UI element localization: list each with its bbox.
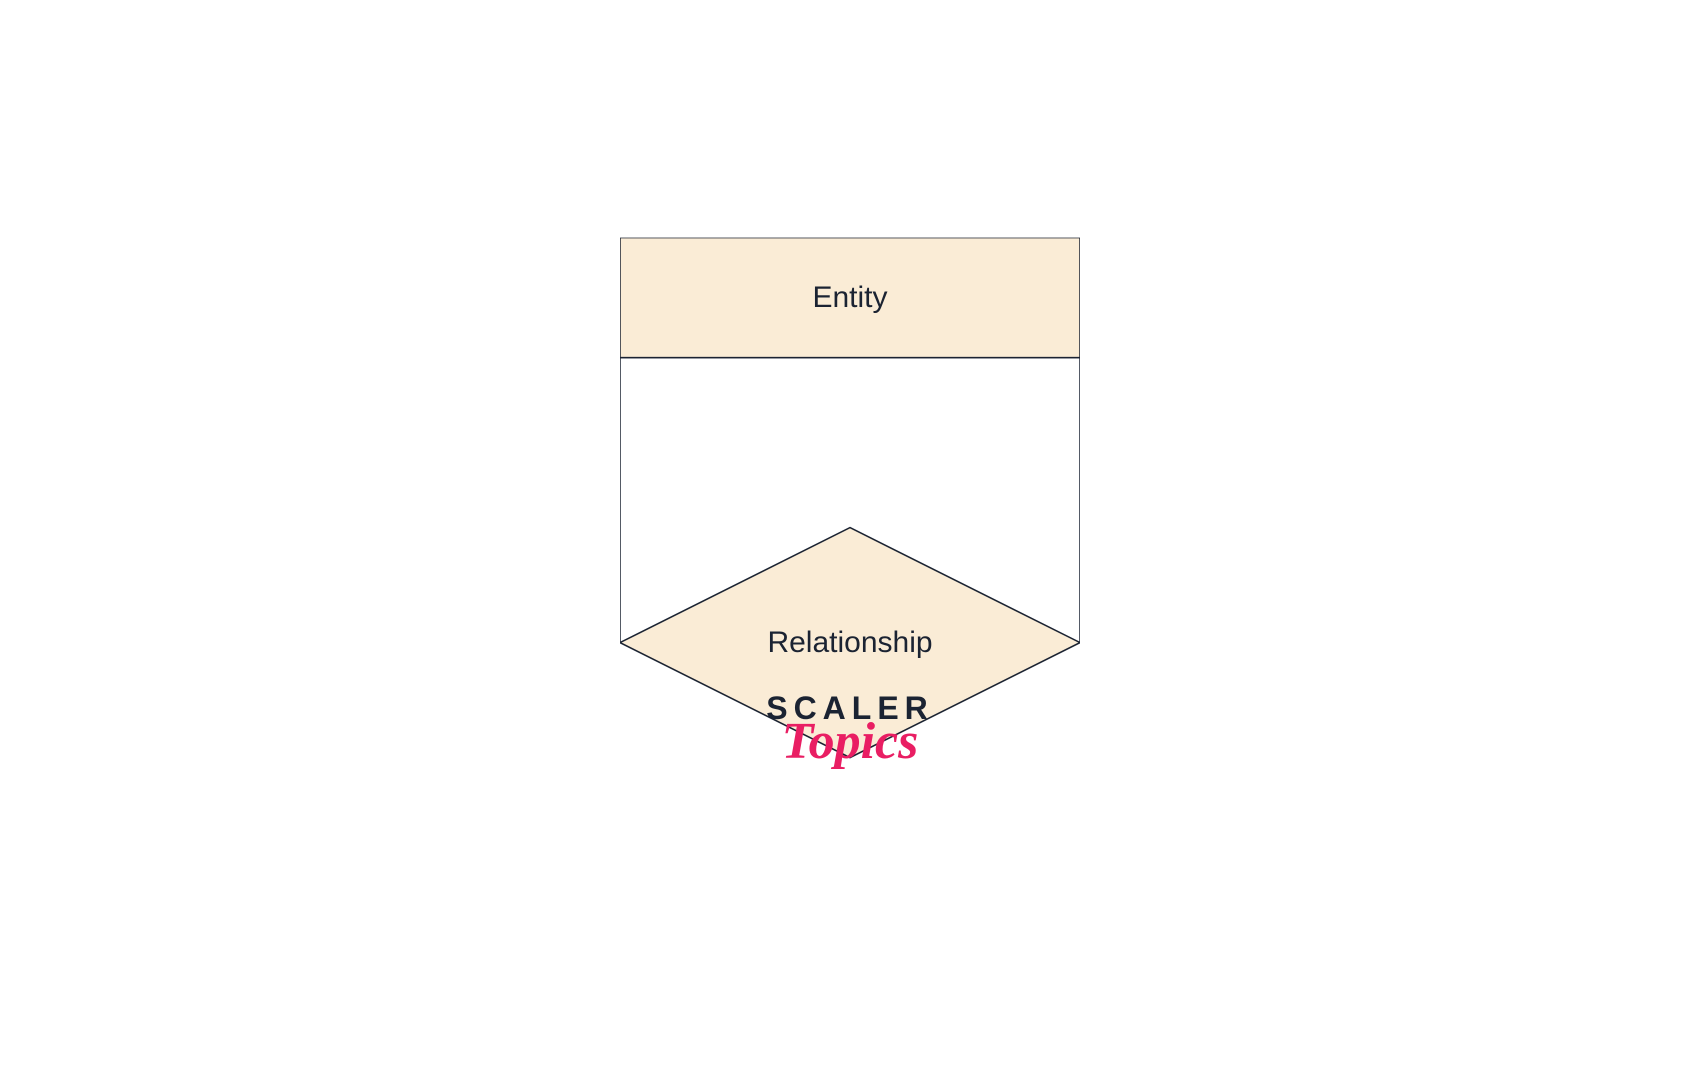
logo: SCALER Topics xyxy=(766,690,934,766)
relationship-label: Relationship xyxy=(767,626,932,659)
er-diagram: Entity Relationship xyxy=(620,237,1080,767)
logo-topics-text: Topics xyxy=(766,719,934,766)
diagram-svg: Entity Relationship xyxy=(620,237,1080,767)
entity-label: Entity xyxy=(812,281,887,314)
